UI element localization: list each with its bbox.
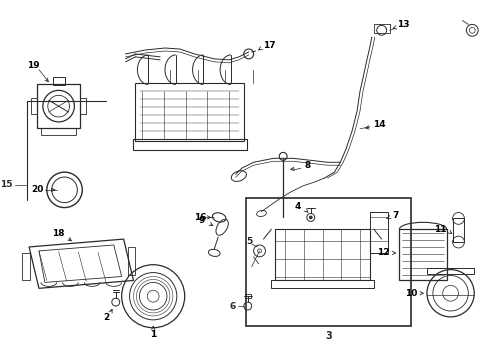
Text: 3: 3 <box>325 330 332 341</box>
Text: 1: 1 <box>150 330 156 339</box>
Text: 19: 19 <box>27 61 39 70</box>
Text: 8: 8 <box>305 161 311 170</box>
Text: 14: 14 <box>373 120 386 129</box>
Text: 9: 9 <box>198 216 205 225</box>
Text: 18: 18 <box>52 229 65 238</box>
Bar <box>22 253 30 280</box>
Bar <box>132 139 247 150</box>
Bar <box>246 198 411 326</box>
Text: 6: 6 <box>230 302 236 311</box>
Bar <box>427 267 474 274</box>
Text: 11: 11 <box>435 225 447 234</box>
Text: 15: 15 <box>0 180 12 189</box>
Bar <box>271 280 374 288</box>
Bar <box>135 84 244 141</box>
Text: 17: 17 <box>263 41 276 50</box>
Text: 12: 12 <box>377 248 390 257</box>
Bar <box>37 85 80 128</box>
Text: 16: 16 <box>194 213 207 222</box>
Bar <box>275 229 370 280</box>
Text: 13: 13 <box>397 20 410 29</box>
Bar <box>374 24 390 33</box>
Text: 7: 7 <box>392 211 399 220</box>
Bar <box>127 247 135 275</box>
Text: 10: 10 <box>405 289 417 298</box>
Text: 2: 2 <box>103 313 109 322</box>
Text: 4: 4 <box>295 202 301 211</box>
Bar <box>31 98 37 114</box>
Text: 5: 5 <box>246 237 253 246</box>
Bar <box>399 229 447 280</box>
Bar <box>80 98 86 114</box>
Bar <box>245 294 251 298</box>
Text: 20: 20 <box>31 185 43 194</box>
Bar <box>41 128 76 135</box>
Bar <box>370 212 388 253</box>
Bar <box>53 77 65 85</box>
Bar <box>453 219 465 242</box>
Circle shape <box>309 216 312 219</box>
